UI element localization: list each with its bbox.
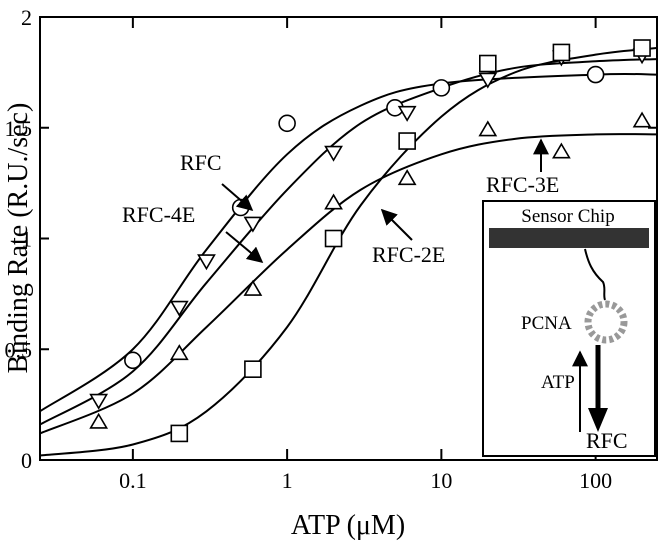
series-annotation: RFC-3E <box>486 172 559 197</box>
inset-label: PCNA <box>521 313 572 334</box>
data-point <box>480 122 496 136</box>
x-tick-label: 10 <box>430 468 452 493</box>
y-tick-label: 1 <box>21 227 32 252</box>
annotation-arrow <box>382 210 412 240</box>
series-annotation: RFC-2E <box>372 242 445 267</box>
inset: Sensor Chip PCNA ATP RFC <box>483 201 655 456</box>
x-tick-label: 100 <box>579 468 612 493</box>
data-point <box>399 171 415 185</box>
series-annotation: RFC-4E <box>122 202 195 227</box>
data-point <box>399 133 415 149</box>
x-tick-label: 1 <box>282 468 293 493</box>
inset-label: RFC <box>586 428 628 453</box>
data-point <box>171 425 187 441</box>
data-point <box>171 302 187 316</box>
data-point <box>198 255 214 269</box>
data-point <box>326 195 342 209</box>
data-point <box>634 40 650 56</box>
data-point <box>125 352 141 368</box>
y-tick-label: 1.5 <box>5 116 33 141</box>
data-point <box>480 56 496 72</box>
data-point <box>634 113 650 127</box>
data-point <box>91 395 107 409</box>
data-point <box>245 217 261 231</box>
sensor-chip <box>489 228 649 248</box>
inset-label: ATP <box>541 372 575 393</box>
chart: ATP (μM) Binding Rate (R.U./sec) RFC RFC… <box>0 0 667 546</box>
data-point <box>588 67 604 83</box>
y-tick-label: 0 <box>21 448 32 473</box>
data-point <box>245 361 261 377</box>
y-tick-label: 2 <box>21 5 32 30</box>
data-point <box>279 115 295 131</box>
data-point <box>433 80 449 96</box>
data-point <box>91 414 107 428</box>
data-point <box>326 231 342 247</box>
data-point <box>553 144 569 158</box>
data-point <box>553 44 569 60</box>
annotation-arrow <box>226 232 262 262</box>
data-point <box>233 199 249 215</box>
x-tick-label: 0.1 <box>119 468 147 493</box>
data-point <box>326 147 342 161</box>
series-annotation: RFC <box>180 150 222 175</box>
x-axis-title: ATP (μM) <box>291 510 405 541</box>
inset-label: Sensor Chip <box>521 206 614 227</box>
y-tick-label: 0.5 <box>5 337 33 362</box>
